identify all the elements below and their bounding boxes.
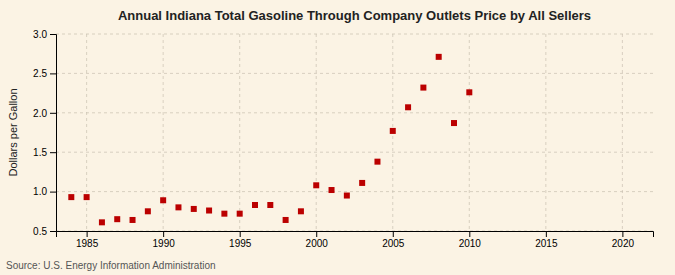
- tick-label: 2.5: [33, 68, 47, 79]
- point: [68, 194, 74, 200]
- points: [68, 54, 472, 225]
- tick-mark: [50, 113, 56, 114]
- tick-label: 2020: [612, 238, 635, 249]
- tick-label: 1.5: [33, 147, 47, 158]
- x-axis: 1985 1990 1995 2000 2005 2010 2015 2020: [57, 231, 654, 249]
- tick: 1995: [229, 231, 252, 249]
- tick-label: 3.0: [33, 29, 47, 40]
- grid-line: [239, 34, 240, 231]
- tick: 2010: [459, 231, 482, 249]
- grid-line: [56, 112, 653, 113]
- point: [390, 128, 396, 134]
- tick: 2.0: [33, 108, 56, 119]
- annotation: Source: U.S. Energy Information Administ…: [6, 260, 216, 271]
- point: [374, 159, 380, 165]
- grid-line: [622, 34, 623, 231]
- tick-label: 0.5: [33, 226, 47, 237]
- tick-mark: [469, 231, 470, 237]
- tick: 1985: [76, 231, 99, 249]
- grid-line: [56, 34, 653, 35]
- grid-line: [56, 73, 653, 74]
- tick-label: 2005: [382, 238, 405, 249]
- point: [283, 217, 289, 223]
- tick-mark: [393, 231, 394, 237]
- point: [206, 208, 212, 214]
- point: [298, 208, 304, 214]
- tick-label: 1985: [76, 238, 99, 249]
- point: [99, 219, 105, 225]
- tick-label: 1990: [153, 238, 176, 249]
- point: [359, 180, 365, 186]
- y-axis-title: Dollars per Gallon: [7, 88, 19, 176]
- point: [175, 204, 181, 210]
- point: [145, 208, 151, 214]
- tick-mark: [50, 34, 56, 35]
- tick: 2000: [306, 231, 329, 249]
- tick-mark: [163, 231, 164, 237]
- tick-label: 2010: [459, 238, 482, 249]
- point: [344, 193, 350, 199]
- point: [329, 187, 335, 193]
- point: [451, 120, 457, 126]
- point: [420, 85, 426, 91]
- point: [84, 194, 90, 200]
- tick: 1.5: [33, 147, 56, 158]
- grid-line: [316, 34, 317, 231]
- tick-mark: [50, 73, 56, 74]
- point: [160, 197, 166, 203]
- tick-mark: [50, 231, 56, 232]
- tick: 2005: [382, 231, 405, 249]
- tick-label: 2000: [306, 238, 329, 249]
- grid-line: [56, 152, 653, 153]
- tick-mark: [622, 231, 623, 237]
- tick: 3.0: [33, 29, 56, 40]
- grid: [56, 34, 653, 231]
- background: [0, 0, 675, 275]
- tick-label: 1995: [229, 238, 252, 249]
- point: [191, 206, 197, 212]
- tick-label: 2015: [535, 238, 558, 249]
- point: [267, 202, 273, 208]
- tick-mark: [50, 192, 56, 193]
- tick: 1.0: [33, 186, 56, 197]
- point: [252, 202, 258, 208]
- y-axis: 0.5 1.0 1.5 2.0 2.5 3.0: [33, 29, 56, 237]
- point: [466, 89, 472, 95]
- axis-line: [57, 232, 654, 238]
- plot: 1985 1990 1995 2000 2005 2010 2015 2020 0.5 1.0 1.…: [33, 29, 653, 249]
- tick: 1990: [153, 231, 176, 249]
- grid-line: [86, 34, 87, 231]
- tick-mark: [240, 231, 241, 237]
- grid-line: [469, 34, 470, 231]
- tick-label: 1.0: [33, 186, 47, 197]
- point: [221, 211, 227, 217]
- tick: 0.5: [33, 226, 56, 237]
- tick-mark: [316, 231, 317, 237]
- point: [237, 211, 243, 217]
- tick-mark: [50, 152, 56, 153]
- tick-label: 2.0: [33, 108, 47, 119]
- point: [114, 216, 120, 222]
- tick: 2020: [612, 231, 635, 249]
- point: [436, 54, 442, 60]
- point: [313, 182, 319, 188]
- grid-line: [545, 34, 546, 231]
- tick-mark: [87, 231, 88, 237]
- grid-line: [56, 191, 653, 192]
- axis-line: [50, 35, 57, 232]
- point: [405, 104, 411, 110]
- tick: 2.5: [33, 68, 56, 79]
- tick-mark: [546, 231, 547, 237]
- chart: 1985 1990 1995 2000 2005 2010 2015 2020 0.5 1.0 1.…: [0, 0, 675, 275]
- tick: 2015: [535, 231, 558, 249]
- point: [130, 217, 136, 223]
- title: Annual Indiana Total Gasoline Through Co…: [118, 8, 591, 23]
